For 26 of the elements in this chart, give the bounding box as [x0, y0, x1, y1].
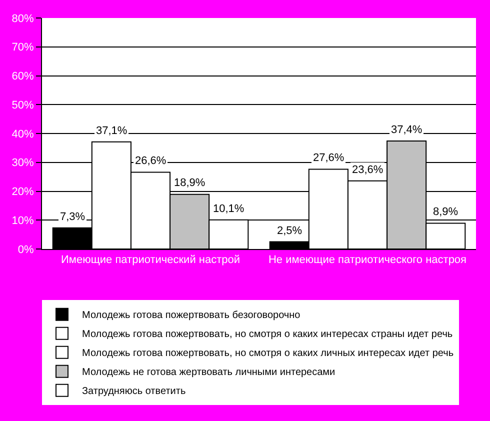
- data-label: 2,5%: [277, 225, 302, 237]
- x-tick-label: Имеющие патриотический настрой: [60, 254, 240, 266]
- y-tick-label: 30%: [12, 157, 34, 170]
- data-label: 8,9%: [433, 206, 458, 218]
- data-label: 37,4%: [391, 124, 422, 136]
- x-tick-label: Не имеющие патриотического настроя: [268, 254, 467, 266]
- legend-label: Молодежь готова пожертвовать безоговорочно: [82, 310, 301, 322]
- data-label: 7,3%: [60, 211, 86, 223]
- legend-label: Молодежь готова пожертвовать, но смотря о каких личных интересах идет речь: [82, 348, 454, 360]
- data-label: 10,1%: [213, 203, 244, 215]
- data-label: 18,9%: [174, 177, 206, 189]
- legend-label: Затрудняюсь ответить: [82, 386, 186, 398]
- y-tick-label: 80%: [12, 12, 34, 25]
- y-tick-label: 40%: [12, 128, 34, 140]
- y-tick-label: 20%: [12, 186, 34, 198]
- y-tick-label: 70%: [12, 42, 34, 54]
- data-label: 26,6%: [135, 155, 166, 167]
- data-label: 37,1%: [96, 125, 128, 137]
- data-label: 23,6%: [352, 164, 384, 176]
- y-tick-label: 50%: [12, 99, 34, 112]
- y-tick-label: 10%: [12, 214, 34, 227]
- y-tick-label: 60%: [12, 70, 34, 83]
- legend-label: Молодежь готова пожертвовать, но смотря о каких интересах страны идет речь: [82, 329, 453, 340]
- legend-label: Молодежь не готова жертвовать личными интересами: [82, 367, 336, 378]
- y-tick-label: 0%: [18, 244, 34, 256]
- data-label: 27,6%: [313, 152, 344, 164]
